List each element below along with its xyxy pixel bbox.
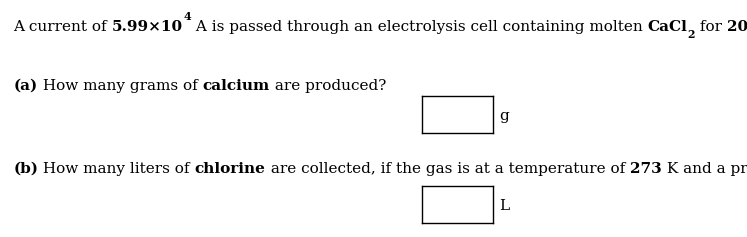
Text: A current of: A current of (13, 20, 112, 34)
Text: are collected, if the gas is at a temperature of: are collected, if the gas is at a temper… (266, 162, 630, 176)
Text: 20.1: 20.1 (727, 20, 747, 34)
Text: L: L (499, 199, 509, 213)
Text: are produced?: are produced? (270, 79, 386, 93)
Text: A is passed through an electrolysis cell containing molten: A is passed through an electrolysis cell… (190, 20, 648, 34)
Text: calcium: calcium (202, 79, 270, 93)
Text: 4: 4 (183, 11, 190, 22)
Text: chlorine: chlorine (195, 162, 266, 176)
Text: g: g (499, 109, 509, 123)
Text: How many liters of: How many liters of (38, 162, 195, 176)
Text: (a): (a) (13, 79, 37, 93)
Text: 273: 273 (630, 162, 662, 176)
Text: 5.99×10: 5.99×10 (112, 20, 183, 34)
Text: CaCl: CaCl (648, 20, 687, 34)
Text: K and a pressure of: K and a pressure of (662, 162, 747, 176)
Text: (b): (b) (13, 162, 38, 176)
Text: 2: 2 (687, 29, 695, 40)
Text: How many grams of: How many grams of (37, 79, 202, 93)
Text: for: for (695, 20, 727, 34)
